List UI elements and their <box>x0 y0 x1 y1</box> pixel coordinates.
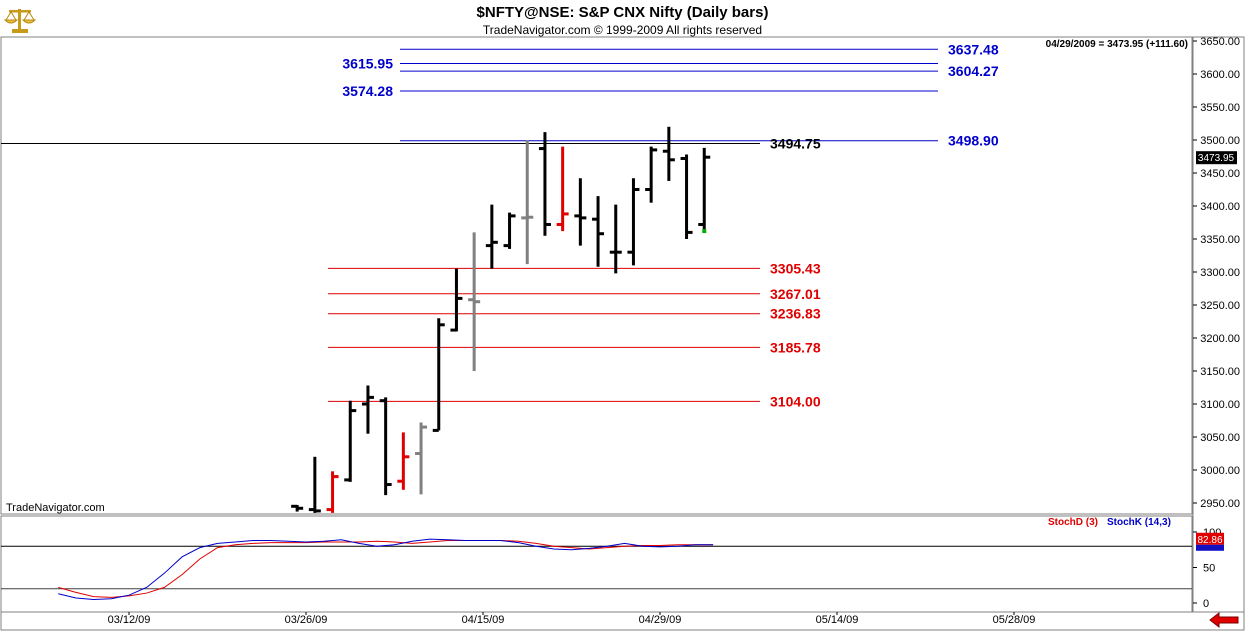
price-tick-label: 3600.00 <box>1200 69 1240 81</box>
stoch-value-label: 82.86 <box>1197 535 1222 546</box>
price-tick-label: 3300.00 <box>1200 267 1240 279</box>
stoch-value-box <box>1196 532 1224 545</box>
price-tick-label: 3050.00 <box>1200 432 1240 444</box>
level-label: 3267.01 <box>770 286 821 302</box>
level-label: 3494.75 <box>770 135 821 151</box>
signal-marker <box>702 229 707 234</box>
price-tick-label: 2950.00 <box>1200 498 1240 510</box>
level-label: 3574.28 <box>342 83 393 99</box>
level-label: 3236.83 <box>770 306 821 322</box>
stoch-value-box <box>1196 544 1224 551</box>
price-tick-label: 3450.00 <box>1200 168 1240 180</box>
price-panel <box>0 36 1193 515</box>
level-label: 3604.27 <box>948 63 999 79</box>
legend-stochd: StochD (3) <box>1048 517 1098 528</box>
legend-stochk: StochK (14,3) <box>1107 517 1171 528</box>
scales-icon <box>3 5 37 35</box>
price-tick-label: 3100.00 <box>1200 399 1240 411</box>
price-tick-label: 3350.00 <box>1200 234 1240 246</box>
date-axis-panel <box>0 611 1245 631</box>
level-label: 3305.43 <box>770 260 821 276</box>
oscillator-series-line <box>58 538 714 600</box>
watermark-text: TradeNavigator.com <box>6 502 105 514</box>
price-tick-label: 3150.00 <box>1200 366 1240 378</box>
date-tick-label: 04/29/09 <box>639 614 682 626</box>
chart-title: $NFTY@NSE: S&P CNX Nifty (Daily bars) <box>476 4 769 21</box>
oscillator-tick-label: 0 <box>1203 598 1209 610</box>
scroll-left-arrow-icon[interactable] <box>1209 611 1239 629</box>
date-tick-label: 05/28/09 <box>993 614 1036 626</box>
last-quote-text: 04/29/2009 = 3473.95 (+111.60) <box>1046 39 1188 50</box>
oscillator-series-line <box>58 540 714 598</box>
price-tick-label: 3000.00 <box>1200 465 1240 477</box>
date-tick-label: 05/14/09 <box>816 614 859 626</box>
oscillator-tick-label: 50 <box>1203 563 1215 575</box>
level-label: 3615.95 <box>342 55 393 71</box>
date-tick-label: 04/15/09 <box>462 614 505 626</box>
price-tick-label: 3400.00 <box>1200 201 1240 213</box>
price-axis-panel <box>1192 36 1245 613</box>
copyright-text: TradeNavigator.com © 1999-2009 All right… <box>482 23 763 37</box>
level-label: 3498.90 <box>948 133 999 149</box>
oscillator-panel <box>0 515 1193 613</box>
last-price-marker <box>1196 151 1237 165</box>
price-tick-label: 3550.00 <box>1200 102 1240 114</box>
price-tick-label: 3500.00 <box>1200 135 1240 147</box>
date-tick-label: 03/26/09 <box>285 614 328 626</box>
last-price-label: 3473.95 <box>1198 153 1235 164</box>
level-label: 3185.78 <box>770 339 821 355</box>
price-tick-label: 3650.00 <box>1200 36 1240 48</box>
level-label: 3637.48 <box>948 41 999 57</box>
price-tick-label: 3200.00 <box>1200 333 1240 345</box>
level-label: 3104.00 <box>770 393 821 409</box>
price-tick-label: 3250.00 <box>1200 300 1240 312</box>
date-tick-label: 03/12/09 <box>108 614 151 626</box>
